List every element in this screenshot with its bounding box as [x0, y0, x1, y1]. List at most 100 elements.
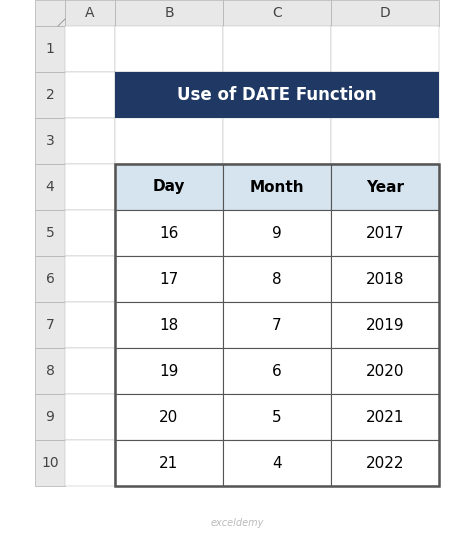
Bar	[65, 394, 115, 440]
Bar	[223, 348, 331, 394]
Bar	[331, 72, 439, 118]
Bar	[115, 72, 223, 118]
Text: D: D	[380, 6, 391, 20]
Text: 2020: 2020	[366, 364, 404, 379]
Bar	[115, 164, 223, 210]
Bar	[115, 348, 223, 394]
Bar	[223, 302, 331, 348]
Bar	[35, 118, 65, 164]
Bar	[65, 118, 115, 164]
Text: 6: 6	[272, 364, 282, 379]
Text: 4: 4	[272, 456, 282, 471]
Bar	[331, 302, 439, 348]
Bar	[223, 210, 331, 256]
Text: Day: Day	[153, 180, 185, 195]
Bar	[115, 256, 223, 302]
Bar	[35, 440, 65, 486]
Bar	[331, 440, 439, 486]
Bar	[115, 348, 223, 394]
Bar	[223, 26, 331, 72]
Bar	[223, 0, 331, 26]
Bar	[223, 256, 331, 302]
Bar	[115, 164, 223, 210]
Text: 1: 1	[46, 42, 55, 56]
Bar	[35, 210, 65, 256]
Bar	[223, 256, 331, 302]
Text: Year: Year	[366, 180, 404, 195]
Bar	[65, 210, 115, 256]
Text: 9: 9	[272, 226, 282, 241]
Bar	[65, 26, 115, 72]
Text: 2018: 2018	[366, 272, 404, 287]
Bar	[35, 348, 65, 394]
Bar	[115, 26, 223, 72]
Bar	[331, 348, 439, 394]
Text: 20: 20	[159, 410, 179, 425]
Bar	[223, 210, 331, 256]
Bar	[65, 256, 115, 302]
Bar	[223, 72, 331, 118]
Text: 4: 4	[46, 180, 55, 194]
Bar	[115, 256, 223, 302]
Text: 10: 10	[41, 456, 59, 470]
Text: 18: 18	[159, 318, 179, 333]
Text: Use of DATE Function: Use of DATE Function	[177, 86, 377, 104]
Bar	[115, 210, 223, 256]
Text: 19: 19	[159, 364, 179, 379]
Bar	[65, 302, 115, 348]
Bar	[115, 164, 439, 486]
Text: 16: 16	[159, 226, 179, 241]
Bar	[223, 302, 331, 348]
Bar	[35, 302, 65, 348]
Bar	[331, 118, 439, 164]
Bar	[115, 440, 223, 486]
Bar	[331, 348, 439, 394]
Bar	[223, 164, 331, 210]
Text: 5: 5	[46, 226, 55, 240]
Bar	[331, 164, 439, 210]
Text: 6: 6	[46, 272, 55, 286]
Bar	[65, 440, 115, 486]
Text: C: C	[272, 6, 282, 20]
Bar	[35, 0, 65, 26]
Bar	[331, 210, 439, 256]
Bar	[223, 164, 331, 210]
Text: 2021: 2021	[366, 410, 404, 425]
Bar	[115, 302, 223, 348]
Bar	[223, 118, 331, 164]
Bar	[115, 302, 223, 348]
Bar	[331, 440, 439, 486]
Bar	[115, 394, 223, 440]
Text: 9: 9	[46, 410, 55, 424]
Text: 2019: 2019	[365, 318, 404, 333]
Bar	[115, 394, 223, 440]
Bar	[331, 394, 439, 440]
Text: 2017: 2017	[366, 226, 404, 241]
Bar	[115, 440, 223, 486]
Bar	[115, 118, 223, 164]
Bar	[35, 164, 65, 210]
Bar	[223, 440, 331, 486]
Bar	[35, 256, 65, 302]
Bar	[331, 210, 439, 256]
Bar	[65, 348, 115, 394]
Text: exceldemy: exceldemy	[210, 518, 264, 528]
Text: 8: 8	[272, 272, 282, 287]
Text: 7: 7	[46, 318, 55, 332]
Bar	[331, 256, 439, 302]
Text: 2: 2	[46, 88, 55, 102]
Text: 17: 17	[159, 272, 179, 287]
Bar	[35, 26, 65, 72]
Bar	[223, 348, 331, 394]
Text: 8: 8	[46, 364, 55, 378]
Bar	[115, 0, 223, 26]
Bar	[65, 0, 115, 26]
Bar	[331, 256, 439, 302]
Text: 2022: 2022	[366, 456, 404, 471]
Bar	[65, 72, 115, 118]
Bar	[115, 210, 223, 256]
Bar	[331, 26, 439, 72]
Text: A: A	[85, 6, 95, 20]
Bar	[115, 72, 439, 118]
Bar	[331, 394, 439, 440]
